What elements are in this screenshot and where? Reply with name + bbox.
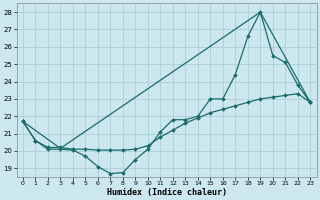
X-axis label: Humidex (Indice chaleur): Humidex (Indice chaleur) [107,188,227,197]
